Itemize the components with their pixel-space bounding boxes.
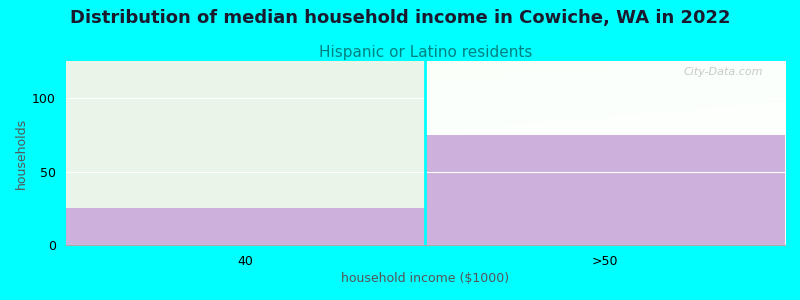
Bar bbox=[66, 208, 426, 245]
Title: Hispanic or Latino residents: Hispanic or Latino residents bbox=[318, 45, 532, 60]
Text: City-Data.com: City-Data.com bbox=[684, 67, 763, 77]
Y-axis label: households: households bbox=[15, 118, 28, 189]
Text: Distribution of median household income in Cowiche, WA in 2022: Distribution of median household income … bbox=[70, 9, 730, 27]
Bar bbox=[426, 135, 785, 245]
X-axis label: household income ($1000): household income ($1000) bbox=[342, 272, 510, 285]
Bar bbox=[66, 61, 426, 208]
